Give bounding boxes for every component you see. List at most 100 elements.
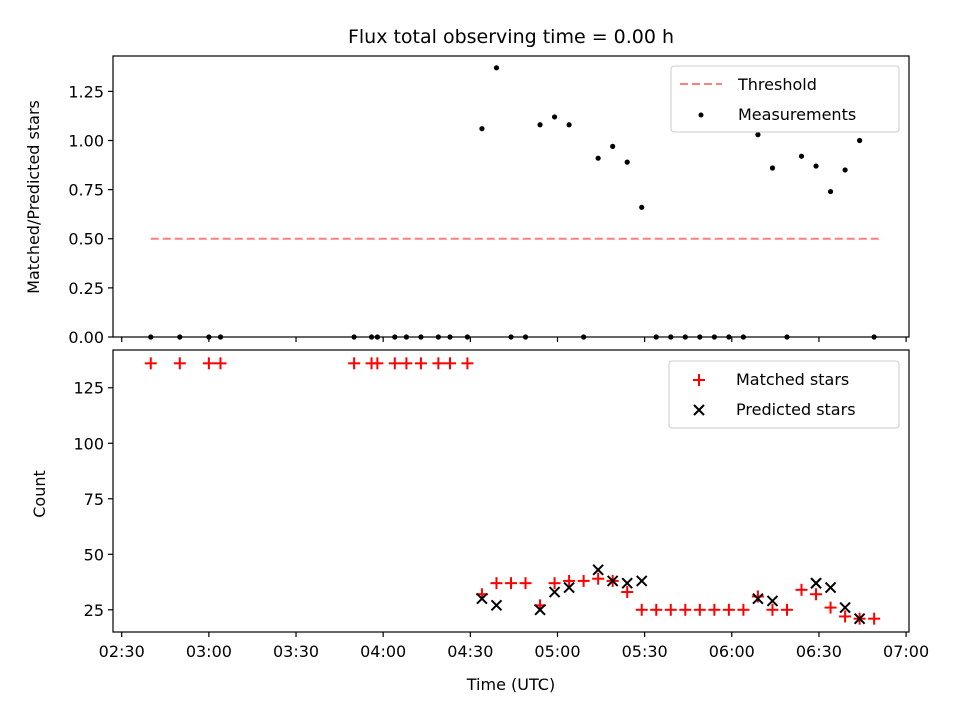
matched-star-marker	[432, 357, 445, 370]
bottom-y-tick-label: 125	[73, 379, 104, 398]
measurement-point	[624, 159, 630, 165]
matched-star-marker	[708, 603, 721, 616]
matched-star-marker	[868, 612, 881, 625]
measurement-point	[639, 204, 645, 210]
matched-star-marker	[650, 603, 663, 616]
bottom-legend-box	[668, 360, 900, 429]
bottom-y-axis-label: Count	[30, 470, 49, 518]
top-legend: Threshold Measurements	[670, 65, 900, 133]
x-tick-label: 06:00	[709, 642, 755, 661]
predicted-star-marker	[810, 577, 822, 589]
top-axes: 0.00 0.25 0.50 0.75 1.00 1.25	[68, 82, 907, 347]
matched-star-marker	[621, 586, 634, 599]
predicted-star-marker	[534, 604, 546, 616]
top-plot-frame	[112, 55, 910, 338]
bottom-plot-area	[144, 357, 881, 625]
matched-star-marker	[766, 603, 779, 616]
measurements-legend-swatch	[698, 112, 704, 118]
bottom-axes: 02:30 03:00 03:30 04:00 04:30 05:00 05:30 06:00…	[73, 379, 929, 661]
predicted-star-marker	[766, 595, 779, 607]
predicted-star-marker	[636, 575, 648, 587]
matched-star-marker	[173, 357, 186, 370]
matched-star-marker	[548, 577, 561, 590]
matched-star-marker	[490, 577, 503, 590]
matched-star-marker	[414, 357, 427, 370]
matched-star-marker	[214, 357, 227, 370]
bottom-y-tick-label: 100	[73, 434, 104, 453]
bottom-y-tick-label: 25	[84, 601, 104, 620]
matched-star-marker	[810, 588, 823, 601]
threshold-legend-label: Threshold	[737, 75, 817, 94]
top-y-tick-label: 1.25	[68, 82, 104, 101]
top-panel: Matched/Predicted stars 0.00 0.25 0.50 0.75…	[24, 55, 910, 347]
predicted-star-marker	[606, 575, 619, 587]
matched-star-marker	[693, 603, 706, 616]
predicted-star-marker	[824, 581, 837, 594]
top-y-tick-label: 0.25	[68, 279, 104, 298]
bottom-y-tick-label: 75	[84, 490, 104, 509]
matched-star-marker	[388, 357, 401, 370]
predicted-star-marker	[839, 601, 851, 614]
x-tick-label: 03:00	[186, 642, 232, 661]
matched-star-marker	[592, 572, 605, 585]
matched-star-marker	[795, 583, 808, 596]
matched-star-marker	[679, 603, 692, 616]
top-y-tick-label: 0.75	[68, 181, 104, 200]
matched-star-marker	[635, 603, 648, 616]
measurement-point	[813, 163, 819, 169]
matched-star-marker	[780, 603, 793, 616]
bottom-y-tick-label: 50	[84, 545, 104, 564]
bottom-legend: Matched stars Predicted stars	[668, 360, 900, 429]
matched-star-marker	[722, 603, 735, 616]
matched-star-marker	[824, 601, 837, 614]
predicted-star-marker	[592, 564, 604, 576]
matched-star-marker	[664, 603, 677, 616]
top-legend-box	[670, 65, 900, 133]
predicted-legend-label: Predicted stars	[736, 400, 856, 419]
measurement-point	[537, 122, 543, 128]
matched-star-marker	[737, 603, 750, 616]
predicted-star-marker	[563, 581, 575, 594]
bottom-plot-frame	[112, 349, 910, 633]
measurement-point	[610, 143, 616, 149]
measurement-point	[566, 122, 572, 128]
predicted-star-marker	[752, 592, 764, 605]
top-y-tick-label: 0.50	[68, 230, 104, 249]
matched-star-marker	[505, 577, 517, 590]
matched-star-marker	[400, 357, 413, 370]
top-y-tick-label: 1.00	[68, 131, 104, 150]
measurement-point	[595, 155, 601, 161]
predicted-star-marker	[853, 612, 866, 625]
matched-star-marker	[144, 357, 157, 370]
measurement-point	[857, 137, 863, 144]
measurement-point	[769, 165, 776, 171]
bottom-panel: Count 02:30 03:00 03:30 04:00 04:30 05:00 05:3…	[30, 349, 929, 694]
measurement-point	[798, 153, 805, 159]
predicted-star-marker	[476, 592, 488, 605]
top-y-tick-label: 0.00	[68, 328, 104, 347]
measurements-legend-label: Measurements	[738, 105, 856, 124]
measurement-point	[551, 114, 558, 120]
x-tick-label: 07:00	[883, 642, 929, 661]
matched-star-marker	[443, 357, 456, 370]
measurement-point	[842, 167, 848, 173]
matched-star-marker	[519, 577, 532, 590]
matched-star-marker	[348, 357, 361, 370]
matched-legend-swatch	[693, 374, 705, 386]
measurement-point	[493, 65, 500, 71]
x-tick-label: 03:30	[273, 642, 319, 661]
measurement-point	[827, 188, 834, 195]
x-tick-label: 05:30	[622, 642, 668, 661]
predicted-legend-swatch	[693, 404, 705, 416]
matched-star-marker	[839, 610, 852, 623]
x-tick-label: 02:30	[99, 642, 145, 661]
matched-star-marker	[563, 574, 576, 587]
matched-legend-label: Matched stars	[736, 370, 849, 389]
predicted-star-marker	[490, 599, 503, 612]
matched-star-marker	[371, 357, 384, 370]
matched-star-marker	[751, 590, 764, 603]
x-tick-label: 04:00	[360, 642, 406, 661]
top-y-axis-label: Matched/Predicted stars	[24, 100, 43, 294]
measurement-point	[755, 132, 761, 138]
